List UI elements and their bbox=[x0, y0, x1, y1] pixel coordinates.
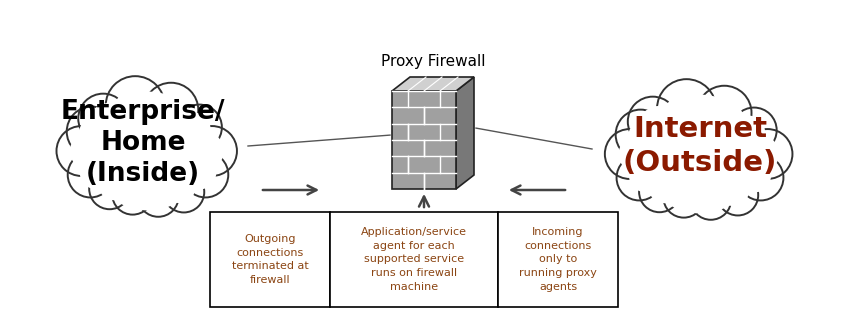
Circle shape bbox=[68, 152, 113, 197]
Circle shape bbox=[119, 173, 150, 205]
Circle shape bbox=[70, 131, 109, 170]
Circle shape bbox=[670, 176, 701, 208]
Circle shape bbox=[185, 131, 224, 170]
Circle shape bbox=[88, 92, 208, 211]
Text: Incoming
connections
only to
running proxy
agents: Incoming connections only to running pro… bbox=[519, 227, 597, 292]
Circle shape bbox=[639, 106, 678, 145]
Circle shape bbox=[147, 94, 190, 136]
Bar bbox=[210, 212, 330, 307]
Circle shape bbox=[663, 177, 704, 218]
Circle shape bbox=[176, 112, 211, 148]
Circle shape bbox=[665, 91, 711, 137]
Circle shape bbox=[639, 171, 680, 212]
Circle shape bbox=[659, 113, 741, 195]
Circle shape bbox=[106, 76, 165, 135]
Circle shape bbox=[628, 97, 678, 146]
Circle shape bbox=[89, 168, 130, 209]
Text: Outgoing
connections
terminated at
firewall: Outgoing connections terminated at firew… bbox=[232, 234, 309, 285]
Circle shape bbox=[697, 86, 751, 140]
Circle shape bbox=[717, 174, 758, 215]
Circle shape bbox=[740, 135, 778, 174]
Text: Application/service
agent for each
supported service
runs on firewall
machine: Application/service agent for each suppo… bbox=[361, 227, 467, 292]
Circle shape bbox=[57, 126, 106, 176]
Circle shape bbox=[187, 126, 237, 176]
Polygon shape bbox=[392, 77, 474, 91]
Circle shape bbox=[640, 95, 760, 213]
Text: Internet
(Outside): Internet (Outside) bbox=[622, 115, 777, 177]
Circle shape bbox=[690, 179, 731, 220]
Circle shape bbox=[743, 129, 792, 179]
Circle shape bbox=[98, 168, 130, 200]
Circle shape bbox=[649, 171, 680, 203]
Circle shape bbox=[144, 83, 198, 137]
Circle shape bbox=[628, 117, 667, 156]
Circle shape bbox=[141, 175, 173, 207]
Circle shape bbox=[78, 94, 128, 144]
Circle shape bbox=[67, 107, 117, 157]
Circle shape bbox=[629, 157, 664, 193]
Circle shape bbox=[717, 174, 749, 206]
Circle shape bbox=[114, 88, 159, 134]
Bar bbox=[498, 212, 618, 307]
Circle shape bbox=[616, 110, 666, 160]
Circle shape bbox=[694, 178, 725, 210]
Circle shape bbox=[605, 129, 655, 179]
Circle shape bbox=[730, 115, 765, 151]
Circle shape bbox=[731, 108, 777, 153]
Polygon shape bbox=[392, 91, 456, 189]
Circle shape bbox=[80, 154, 115, 189]
Circle shape bbox=[738, 155, 784, 200]
Circle shape bbox=[107, 110, 189, 192]
Circle shape bbox=[89, 103, 128, 142]
Polygon shape bbox=[456, 77, 474, 189]
Circle shape bbox=[79, 115, 118, 153]
Circle shape bbox=[700, 97, 743, 139]
Circle shape bbox=[112, 174, 153, 215]
Circle shape bbox=[657, 79, 716, 138]
Text: Enterprise/
Home
(Inside): Enterprise/ Home (Inside) bbox=[61, 99, 226, 187]
Circle shape bbox=[176, 105, 222, 150]
Circle shape bbox=[183, 152, 228, 197]
Circle shape bbox=[736, 157, 771, 193]
Circle shape bbox=[138, 176, 179, 217]
Circle shape bbox=[619, 135, 658, 174]
Circle shape bbox=[616, 155, 662, 200]
Circle shape bbox=[164, 172, 204, 212]
Text: Proxy Firewall: Proxy Firewall bbox=[381, 54, 485, 69]
Circle shape bbox=[164, 171, 196, 203]
Circle shape bbox=[181, 154, 216, 189]
Bar bbox=[330, 212, 498, 307]
